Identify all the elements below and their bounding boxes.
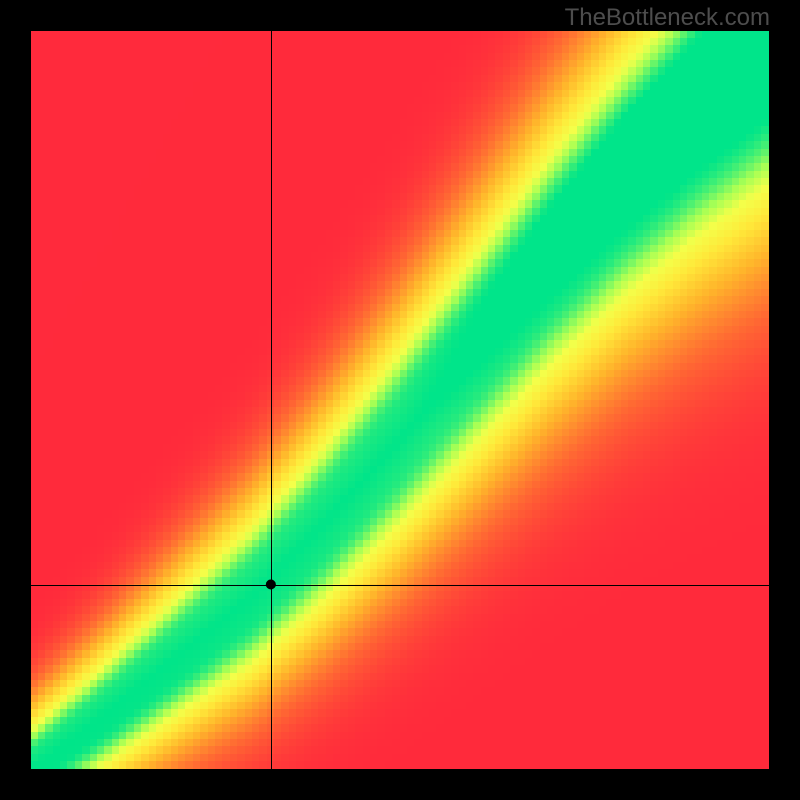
chart-container: TheBottleneck.com	[0, 0, 800, 800]
bottleneck-heatmap	[31, 31, 769, 769]
watermark-text: TheBottleneck.com	[565, 4, 770, 32]
